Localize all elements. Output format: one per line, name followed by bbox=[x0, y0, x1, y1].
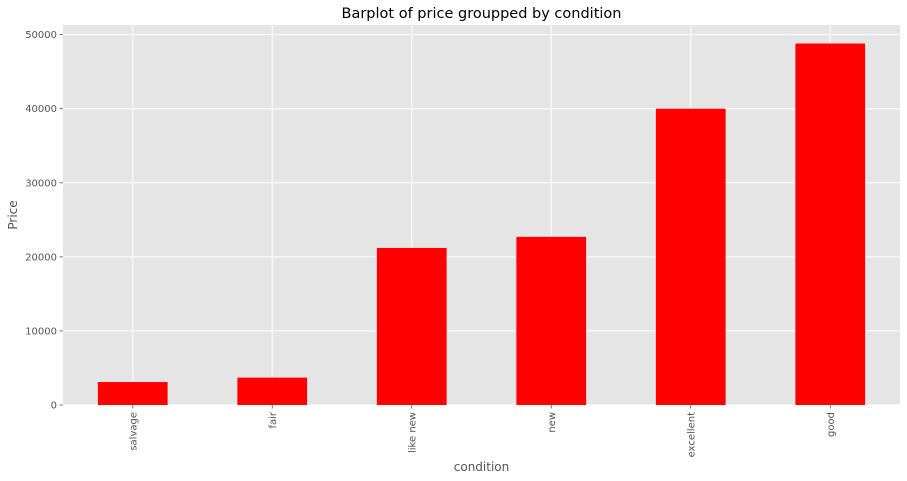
bar-excellent bbox=[655, 108, 726, 405]
bar-salvage bbox=[97, 382, 168, 405]
y-axis-ticks: 0 10000 20000 30000 40000 50000 bbox=[25, 30, 63, 412]
y-tick-label: 50000 bbox=[25, 30, 57, 41]
y-tick-label: 0 bbox=[51, 401, 57, 412]
y-tick-label: 10000 bbox=[25, 326, 57, 337]
x-axis-ticks: salvage fair like new new excellent good bbox=[128, 405, 837, 457]
x-tick-label: like new bbox=[407, 412, 418, 453]
y-tick-label: 40000 bbox=[25, 104, 57, 115]
y-tick-label: 20000 bbox=[25, 252, 57, 263]
bar-good bbox=[795, 43, 866, 405]
chart-title: Barplot of price groupped by condition bbox=[342, 6, 622, 22]
x-tick-label: excellent bbox=[686, 412, 697, 457]
x-tick-label: new bbox=[547, 412, 558, 433]
plot-area bbox=[63, 25, 900, 405]
bar-new bbox=[516, 236, 587, 405]
x-tick-label: salvage bbox=[128, 412, 139, 451]
x-axis-title: condition bbox=[454, 460, 509, 474]
x-tick-label: good bbox=[826, 412, 837, 437]
bar-like-new bbox=[376, 247, 447, 405]
bar-fair bbox=[237, 377, 308, 405]
x-tick-label: fair bbox=[268, 411, 279, 428]
bars bbox=[97, 43, 866, 405]
y-tick-label: 30000 bbox=[25, 178, 57, 189]
y-axis-title: Price bbox=[6, 200, 20, 229]
